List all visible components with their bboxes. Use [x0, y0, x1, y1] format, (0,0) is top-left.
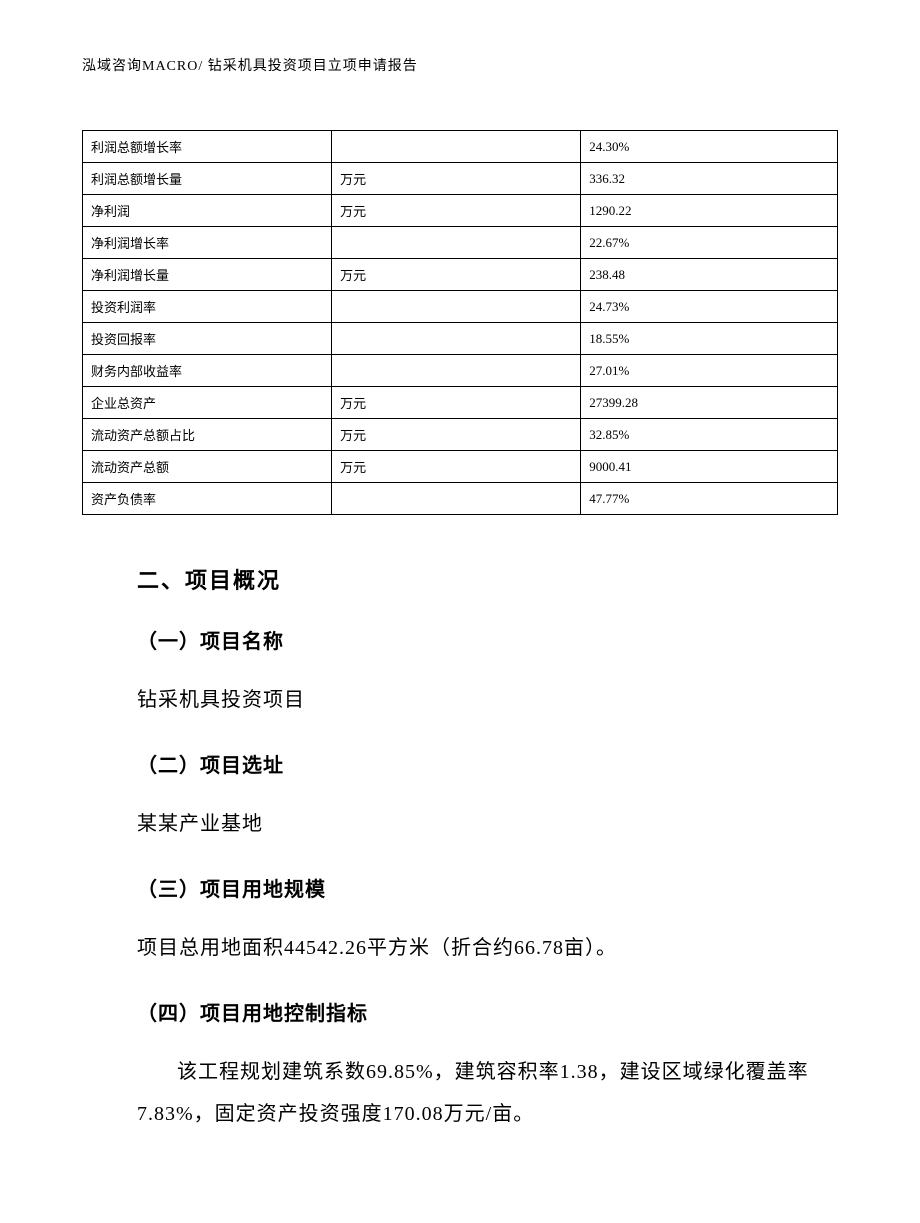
cell-unit — [332, 483, 581, 515]
cell-label: 企业总资产 — [83, 387, 332, 419]
table-row: 企业总资产 万元 27399.28 — [83, 387, 838, 419]
body-text-4: 该工程规划建筑系数69.85%，建筑容积率1.38，建设区域绿化覆盖率7.83%… — [82, 1051, 828, 1135]
cell-value: 47.77% — [581, 483, 838, 515]
cell-value: 238.48 — [581, 259, 838, 291]
document-page: 泓域咨询MACRO/ 钻采机具投资项目立项申请报告 利润总额增长率 24.30%… — [0, 0, 920, 1223]
cell-unit — [332, 227, 581, 259]
table-row: 财务内部收益率 27.01% — [83, 355, 838, 387]
table-row: 流动资产总额占比 万元 32.85% — [83, 419, 838, 451]
cell-unit: 万元 — [332, 419, 581, 451]
table-body: 利润总额增长率 24.30% 利润总额增长量 万元 336.32 净利润 万元 … — [83, 131, 838, 515]
table-row: 流动资产总额 万元 9000.41 — [83, 451, 838, 483]
cell-value: 24.30% — [581, 131, 838, 163]
cell-label: 流动资产总额 — [83, 451, 332, 483]
financial-table: 利润总额增长率 24.30% 利润总额增长量 万元 336.32 净利润 万元 … — [82, 130, 838, 515]
subsection-title-3: （三）项目用地规模 — [137, 873, 828, 902]
table-row: 净利润增长率 22.67% — [83, 227, 838, 259]
cell-unit: 万元 — [332, 387, 581, 419]
body-text-3: 项目总用地面积44542.26平方米（折合约66.78亩）。 — [137, 927, 828, 969]
subsection-title-1: （一）项目名称 — [137, 625, 828, 654]
cell-value: 27399.28 — [581, 387, 838, 419]
table-row: 利润总额增长率 24.30% — [83, 131, 838, 163]
cell-label: 财务内部收益率 — [83, 355, 332, 387]
cell-label: 流动资产总额占比 — [83, 419, 332, 451]
cell-unit — [332, 323, 581, 355]
cell-value: 9000.41 — [581, 451, 838, 483]
cell-label: 利润总额增长率 — [83, 131, 332, 163]
cell-unit: 万元 — [332, 195, 581, 227]
cell-label: 净利润增长量 — [83, 259, 332, 291]
cell-value: 18.55% — [581, 323, 838, 355]
table-row: 净利润 万元 1290.22 — [83, 195, 838, 227]
cell-value: 24.73% — [581, 291, 838, 323]
cell-unit: 万元 — [332, 163, 581, 195]
cell-value: 32.85% — [581, 419, 838, 451]
cell-unit — [332, 291, 581, 323]
body-text-2: 某某产业基地 — [137, 803, 828, 845]
table-row: 资产负债率 47.77% — [83, 483, 838, 515]
subsection-title-4: （四）项目用地控制指标 — [137, 997, 828, 1026]
table-row: 利润总额增长量 万元 336.32 — [83, 163, 838, 195]
cell-label: 利润总额增长量 — [83, 163, 332, 195]
page-header: 泓域咨询MACRO/ 钻采机具投资项目立项申请报告 — [82, 55, 838, 75]
cell-label: 净利润 — [83, 195, 332, 227]
cell-value: 1290.22 — [581, 195, 838, 227]
cell-value: 22.67% — [581, 227, 838, 259]
document-content: 二、项目概况 （一）项目名称 钻采机具投资项目 （二）项目选址 某某产业基地 （… — [82, 563, 838, 1135]
table-row: 净利润增长量 万元 238.48 — [83, 259, 838, 291]
cell-unit: 万元 — [332, 451, 581, 483]
cell-label: 投资利润率 — [83, 291, 332, 323]
cell-unit — [332, 131, 581, 163]
cell-value: 27.01% — [581, 355, 838, 387]
cell-unit — [332, 355, 581, 387]
table-row: 投资利润率 24.73% — [83, 291, 838, 323]
table-row: 投资回报率 18.55% — [83, 323, 838, 355]
subsection-title-2: （二）项目选址 — [137, 749, 828, 778]
body-text-1: 钻采机具投资项目 — [137, 679, 828, 721]
cell-label: 净利润增长率 — [83, 227, 332, 259]
cell-label: 投资回报率 — [83, 323, 332, 355]
cell-unit: 万元 — [332, 259, 581, 291]
cell-label: 资产负债率 — [83, 483, 332, 515]
section-title: 二、项目概况 — [137, 563, 828, 595]
cell-value: 336.32 — [581, 163, 838, 195]
